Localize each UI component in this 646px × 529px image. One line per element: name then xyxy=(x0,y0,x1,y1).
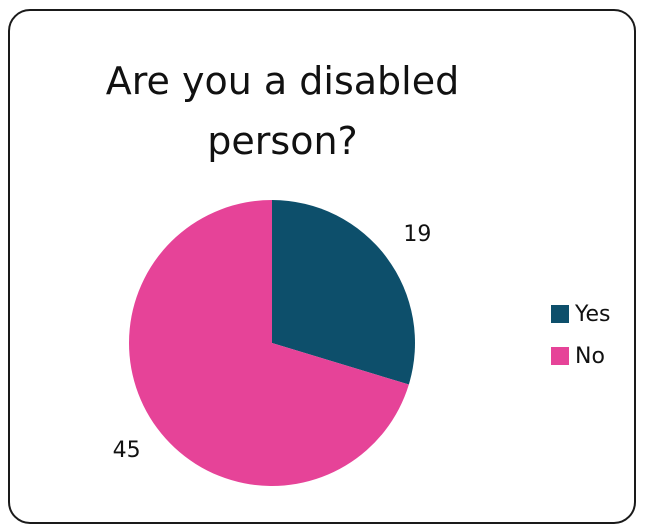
pie-slice-no xyxy=(128,200,409,487)
legend-label-yes: Yes xyxy=(575,301,611,327)
legend-swatch-yes xyxy=(551,305,569,323)
legend-item-yes: Yes xyxy=(551,300,611,328)
data-label-no: 45 xyxy=(113,438,141,463)
data-label-yes: 19 xyxy=(403,222,431,247)
legend: Yes No xyxy=(551,300,611,384)
pie-slices xyxy=(128,200,415,487)
chart-title: Are you a disabled person? xyxy=(105,59,460,163)
legend-item-no: No xyxy=(551,342,611,370)
pie-slice-yes xyxy=(272,200,415,385)
legend-swatch-no xyxy=(551,347,569,365)
legend-label-no: No xyxy=(575,343,605,369)
